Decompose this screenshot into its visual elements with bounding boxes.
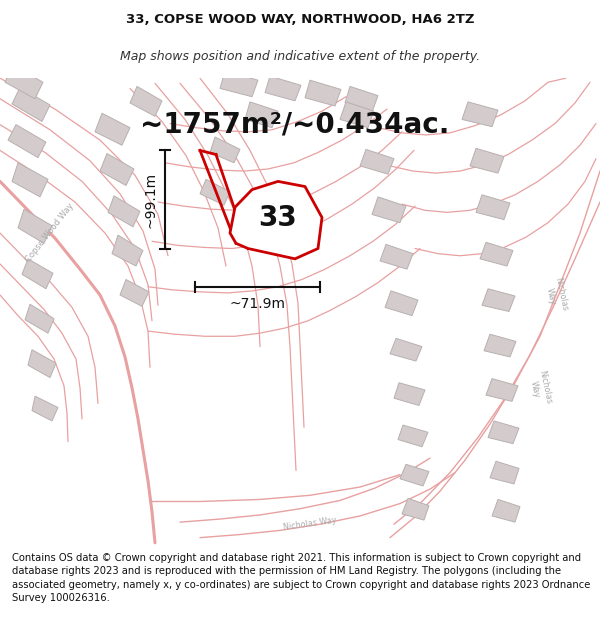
Text: Contains OS data © Crown copyright and database right 2021. This information is : Contains OS data © Crown copyright and d… — [12, 553, 590, 602]
Polygon shape — [120, 279, 149, 306]
Text: ~71.9m: ~71.9m — [229, 297, 286, 311]
Polygon shape — [488, 421, 519, 444]
Polygon shape — [492, 499, 520, 522]
Polygon shape — [360, 149, 394, 174]
Polygon shape — [200, 179, 230, 205]
Polygon shape — [22, 259, 53, 289]
Polygon shape — [12, 88, 50, 121]
Text: Map shows position and indicative extent of the property.: Map shows position and indicative extent… — [120, 50, 480, 62]
Text: 33, COPSE WOOD WAY, NORTHWOOD, HA6 2TZ: 33, COPSE WOOD WAY, NORTHWOOD, HA6 2TZ — [126, 13, 474, 26]
Polygon shape — [398, 425, 428, 447]
Polygon shape — [490, 461, 519, 484]
Polygon shape — [230, 181, 322, 259]
Polygon shape — [28, 350, 56, 378]
Polygon shape — [95, 113, 130, 145]
Polygon shape — [32, 396, 58, 421]
Polygon shape — [372, 197, 406, 222]
Polygon shape — [400, 464, 429, 486]
Polygon shape — [8, 124, 46, 158]
Polygon shape — [18, 209, 52, 243]
Polygon shape — [340, 102, 374, 127]
Polygon shape — [484, 334, 516, 357]
Polygon shape — [305, 80, 341, 106]
Text: ~1757m²/~0.434ac.: ~1757m²/~0.434ac. — [140, 111, 449, 139]
Polygon shape — [380, 244, 413, 269]
Polygon shape — [100, 154, 134, 186]
Polygon shape — [470, 148, 504, 173]
Text: Nicholas Way: Nicholas Way — [283, 516, 337, 532]
Polygon shape — [486, 379, 518, 401]
Polygon shape — [108, 196, 140, 227]
Polygon shape — [220, 71, 258, 97]
Polygon shape — [5, 65, 43, 99]
Text: Nicholas
Way: Nicholas Way — [527, 369, 553, 406]
Polygon shape — [390, 338, 422, 361]
Text: Copse Wood Way: Copse Wood Way — [24, 202, 76, 264]
Polygon shape — [25, 304, 54, 333]
Polygon shape — [385, 291, 418, 316]
Polygon shape — [12, 162, 48, 197]
Polygon shape — [480, 242, 513, 266]
Polygon shape — [402, 498, 429, 520]
Polygon shape — [265, 76, 301, 101]
Polygon shape — [210, 137, 240, 162]
Polygon shape — [462, 102, 498, 127]
Text: 33: 33 — [259, 204, 298, 231]
Text: Nicholas
Way: Nicholas Way — [543, 276, 569, 314]
Polygon shape — [394, 382, 425, 406]
Polygon shape — [482, 289, 515, 311]
Polygon shape — [130, 86, 162, 116]
Polygon shape — [345, 86, 378, 112]
Polygon shape — [476, 195, 510, 219]
Text: ~99.1m: ~99.1m — [143, 171, 157, 227]
Polygon shape — [112, 235, 143, 266]
Polygon shape — [245, 102, 278, 127]
